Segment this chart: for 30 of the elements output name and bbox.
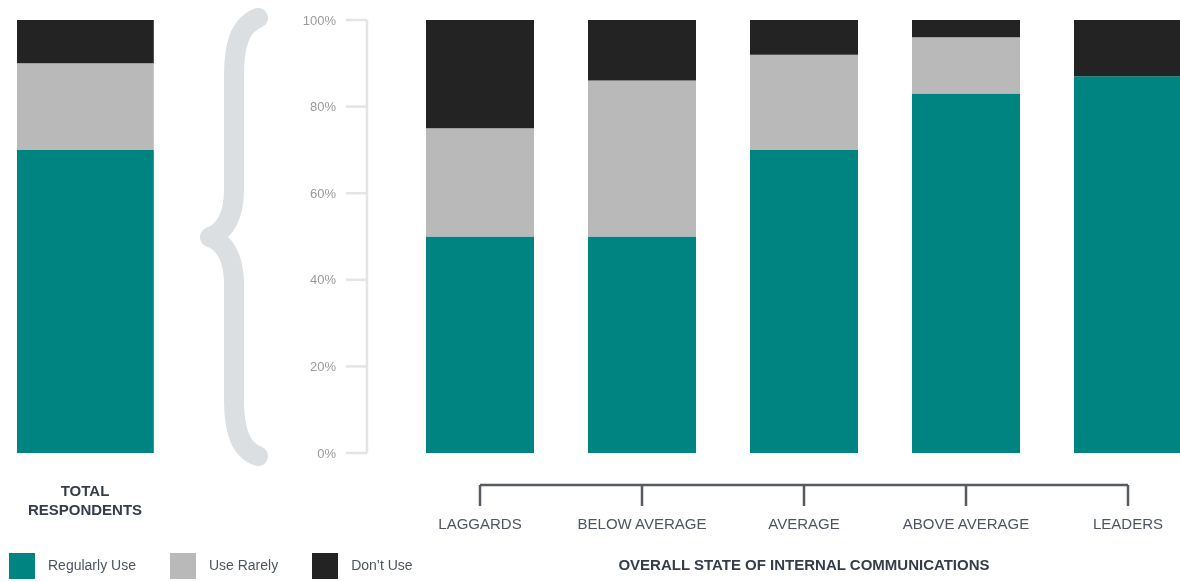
bar	[588, 20, 696, 81]
x-tick-label: AVERAGE	[768, 515, 840, 532]
y-tick-label: 60%	[309, 185, 337, 201]
bar	[912, 20, 1020, 38]
bar	[1074, 20, 1180, 77]
x-tick-label: LEADERS	[1092, 515, 1164, 532]
x-axis-title: OVERALL STATE OF INTERNAL COMMUNICATIONS	[618, 556, 990, 573]
y-tick-label: 80%	[309, 99, 337, 115]
bar	[588, 236, 696, 453]
bar	[426, 128, 534, 237]
y-tick-label: 0%	[317, 445, 337, 461]
x-tick-label: BELOW AVERAGE	[577, 515, 707, 532]
y-tick-label: 40%	[309, 272, 337, 288]
bar	[750, 54, 858, 150]
legend-label: Don’t Use	[351, 557, 413, 574]
bar	[750, 149, 858, 453]
x-tick-label: TOTAL RESPONDENTS	[27, 482, 143, 518]
y-tick-label: 100%	[302, 12, 337, 28]
bar	[912, 93, 1020, 453]
x-tick-label: ABOVE AVERAGE	[902, 515, 1030, 532]
bar	[426, 20, 534, 129]
bar	[588, 80, 696, 237]
bar	[750, 20, 858, 55]
x-tick-label: LAGGARDS	[438, 515, 522, 532]
legend-label: Use Rarely	[208, 557, 279, 574]
bar	[1074, 76, 1180, 453]
y-tick-label: 20%	[309, 359, 337, 375]
bar	[426, 236, 534, 453]
legend-label: Regularly Use	[48, 557, 136, 574]
bar	[912, 37, 1020, 94]
